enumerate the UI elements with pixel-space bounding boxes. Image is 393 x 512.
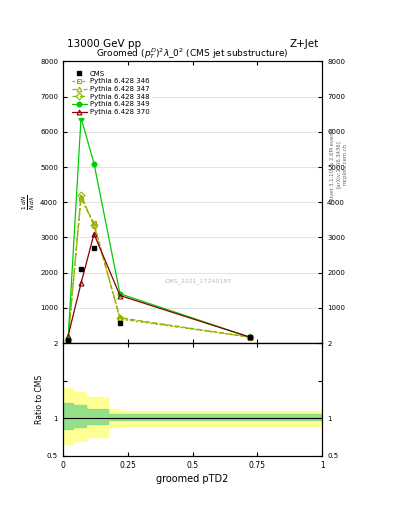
X-axis label: groomed pTD2: groomed pTD2: [156, 474, 229, 484]
Pythia 6.428 347: [66, 337, 70, 344]
Pythia 6.428 349: [118, 291, 122, 297]
Pythia 6.428 370: [247, 334, 252, 340]
Line: Pythia 6.428 346: Pythia 6.428 346: [66, 196, 252, 343]
Pythia 6.428 348: [247, 334, 252, 340]
Pythia 6.428 347: [247, 334, 252, 340]
Line: Pythia 6.428 348: Pythia 6.428 348: [66, 193, 252, 343]
Pythia 6.428 346: [92, 220, 96, 226]
Pythia 6.428 348: [118, 314, 122, 321]
Pythia 6.428 346: [118, 316, 122, 322]
Pythia 6.428 349: [79, 115, 83, 121]
Legend: CMS, Pythia 6.428 346, Pythia 6.428 347, Pythia 6.428 348, Pythia 6.428 349, Pyt: CMS, Pythia 6.428 346, Pythia 6.428 347,…: [69, 68, 152, 118]
Text: Z+Jet: Z+Jet: [289, 38, 318, 49]
Pythia 6.428 347: [118, 315, 122, 322]
Text: mcplots.cern.ch: mcplots.cern.ch: [343, 143, 347, 185]
Pythia 6.428 348: [66, 337, 70, 344]
Y-axis label: Ratio to CMS: Ratio to CMS: [35, 375, 44, 424]
Pythia 6.428 349: [66, 337, 70, 344]
Pythia 6.428 370: [79, 280, 83, 286]
Line: Pythia 6.428 347: Pythia 6.428 347: [66, 195, 252, 343]
Pythia 6.428 370: [66, 333, 70, 339]
Line: Pythia 6.428 370: Pythia 6.428 370: [66, 231, 252, 339]
Pythia 6.428 347: [79, 194, 83, 200]
Pythia 6.428 370: [92, 231, 96, 237]
Pythia 6.428 346: [247, 334, 252, 340]
Pythia 6.428 348: [79, 192, 83, 198]
Y-axis label: $\frac{1}{N}\frac{dN}{d\lambda}$: $\frac{1}{N}\frac{dN}{d\lambda}$: [21, 195, 37, 210]
Line: Pythia 6.428 349: Pythia 6.428 349: [66, 115, 252, 343]
Pythia 6.428 349: [247, 334, 252, 340]
Pythia 6.428 347: [92, 222, 96, 228]
Text: Rivet 3.1.10, ≥ 2.6M events: Rivet 3.1.10, ≥ 2.6M events: [330, 127, 334, 201]
Pythia 6.428 370: [118, 292, 122, 298]
Text: [arXiv:1306.3436]: [arXiv:1306.3436]: [336, 140, 341, 188]
Pythia 6.428 348: [92, 222, 96, 228]
Text: 13000 GeV pp: 13000 GeV pp: [67, 38, 141, 49]
Title: Groomed $(p_T^D)^2\lambda\_0^2$ (CMS jet substructure): Groomed $(p_T^D)^2\lambda\_0^2$ (CMS jet…: [96, 47, 289, 61]
Text: CMS_2021_17240187: CMS_2021_17240187: [164, 278, 231, 284]
Pythia 6.428 346: [66, 337, 70, 344]
Pythia 6.428 346: [79, 196, 83, 202]
Pythia 6.428 349: [92, 160, 96, 166]
